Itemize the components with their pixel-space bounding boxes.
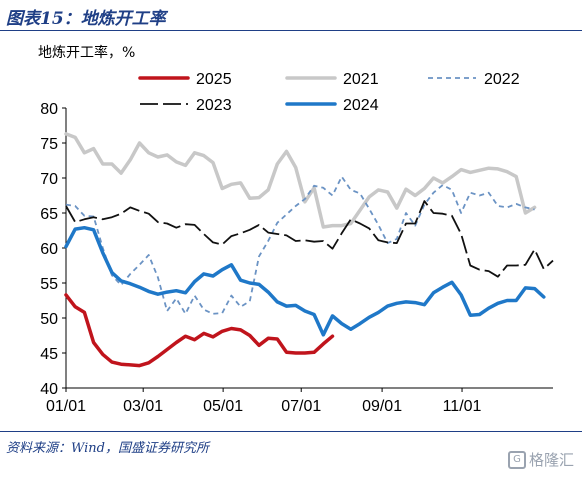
watermark-logo-icon: G [507, 450, 526, 469]
y-tick-label: 80 [40, 101, 58, 118]
legend-label-2023: 2023 [196, 97, 232, 114]
x-tick-label: 09/01 [362, 398, 402, 415]
y-tick-label: 60 [40, 241, 58, 258]
legend-label-2025: 2025 [196, 71, 232, 88]
series-line-2022 [65, 175, 535, 315]
y-tick-label: 65 [40, 206, 58, 223]
source-rule [0, 431, 582, 432]
y-axis-label: 地炼开工率，% [38, 45, 136, 61]
series-line-2021 [64, 132, 537, 229]
y-tick-label: 70 [40, 171, 58, 188]
x-tick-label: 01/01 [46, 398, 86, 415]
figure-title: 图表15：地炼开工率 [6, 9, 166, 29]
x-tick-label: 07/01 [281, 398, 321, 415]
x-tick-label: 03/01 [123, 398, 163, 415]
y-tick-label: 50 [40, 311, 58, 328]
watermark-text: 格隆汇 [528, 451, 574, 469]
source-note: 资料来源：Wind，国盛证券研究所 [6, 441, 209, 456]
legend-label-2024: 2024 [343, 97, 379, 114]
y-tick-label: 55 [40, 276, 58, 293]
legend-label-2022: 2022 [484, 71, 520, 88]
y-tick-label: 40 [40, 381, 58, 398]
line-chart: 40 45 50 55 60 65 70 75 80 01/01 03/01 05/01 07/01 09… [40, 71, 554, 415]
y-tick-label: 75 [40, 136, 58, 153]
series-line-2023 [65, 200, 554, 278]
x-tick-label: 05/01 [203, 398, 243, 415]
title-rule [0, 30, 582, 31]
x-tick-label: 11/01 [443, 398, 482, 415]
series-line-2024 [64, 225, 546, 337]
series-line-2025 [64, 293, 335, 368]
y-tick-label: 45 [40, 346, 58, 363]
legend-label-2021: 2021 [343, 71, 379, 88]
watermark: G 格隆汇 [507, 449, 574, 470]
